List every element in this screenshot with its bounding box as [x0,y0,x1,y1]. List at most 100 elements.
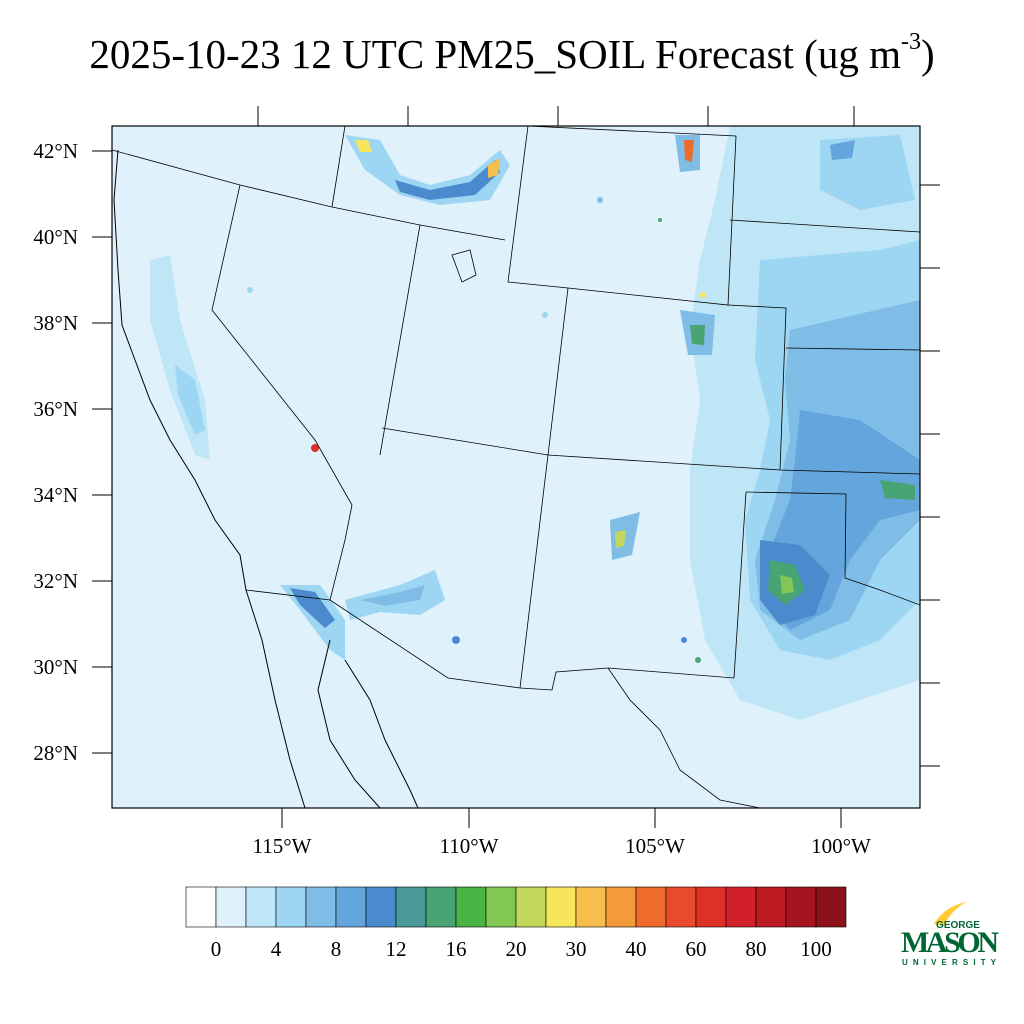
sonoran-corridor [280,585,345,660]
boundary-line [507,126,737,306]
logo-top-text: GEORGE [936,920,980,931]
colorbar-label: 30 [566,937,587,961]
hotspot-dot [681,637,687,643]
colorbar-swatch [185,886,217,928]
title-exponent: -3 [900,29,921,56]
colorbar-label: 16 [446,937,467,961]
boundary-line [519,454,549,689]
wyoming-hot [488,158,500,178]
title-text: 2025-10-23 12 UTC PM25_SOIL Forecast (ug… [89,31,901,77]
lat-label: 34°N [33,483,78,507]
hotspot-dot [542,312,548,318]
central-valley-core [175,365,205,435]
boundary-line [381,427,920,475]
coastline [317,639,381,808]
lon-labels: 115°W 110°W 105°W 100°W [253,834,872,858]
gila-core [360,585,425,606]
boundary-line [729,219,920,233]
colorbar-swatch [635,886,667,928]
colorbar-swatch [665,886,697,928]
lon-label: 110°W [440,834,499,858]
colorbar [185,886,847,928]
sonoran-core [290,588,335,628]
lon-label: 115°W [253,834,312,858]
boundary-line [245,589,521,689]
map-frame [111,125,921,809]
hotspot-dot [247,287,253,293]
colorbar-swatch [755,886,787,928]
colorbar-label: 100 [800,937,832,961]
colorbar-swatch [275,886,307,928]
colorbar-swatch [215,886,247,928]
coastline [113,149,306,808]
logo-bottom-text: UNIVERSITY [902,958,998,967]
boundary-line [211,184,353,506]
ne-plains-core [830,140,855,160]
snake-river-hot [355,140,372,152]
lon-label: 105°W [625,834,685,858]
bottom-ticks [281,808,842,828]
hotspot-dot [452,636,460,644]
colorbar-swatch [335,886,367,928]
lat-label: 30°N [33,655,78,679]
colorbar-label: 4 [271,937,282,961]
snake-river-core [395,160,500,200]
front-range-core [690,325,705,345]
lat-label: 28°N [33,741,78,765]
concentration-field [150,126,920,720]
colorbar-swatch [305,886,337,928]
colorbar-swatch [605,886,637,928]
colorbar-swatch [365,886,397,928]
colorbar-label: 40 [626,937,647,961]
boundary-line [519,491,747,691]
hotspot-dot [700,292,706,298]
plains-hotspot-3 [780,575,794,594]
logo-swoosh [934,902,966,926]
lat-label: 38°N [33,311,78,335]
lon-label: 100°W [811,834,871,858]
colorbar-swatch [245,886,277,928]
map-title: 2025-10-23 12 UTC PM25_SOIL Forecast (ug… [0,29,1024,78]
colorbar-swatch [725,886,757,928]
boundaries [112,126,920,808]
colorbar-swatch [545,886,577,928]
logo-main-text: MASON [901,926,999,959]
panhandle-hot [684,140,694,162]
boundary-line [745,491,920,606]
colorbar-swatch [455,886,487,928]
colorbar-swatch [395,886,427,928]
boundary-line [331,126,346,208]
hotspot-dot [658,218,662,222]
lat-label: 36°N [33,397,78,421]
nm-hotspot-core [615,530,626,548]
lat-labels: 42°N 40°N 38°N 36°N 34°N 32°N 30°N 28°N [33,139,78,765]
title-close: ) [920,31,935,77]
right-ticks [920,184,940,767]
boundary-line [379,224,421,456]
colorbar-swatch [815,886,847,928]
colorbar-label: 0 [211,937,222,961]
colorbar-swatch [575,886,607,928]
colorbar-swatch [695,886,727,928]
hotspot-dot [695,657,701,663]
colorbar-swatch [485,886,517,928]
left-ticks [92,150,112,754]
coastline [344,659,419,808]
gmu-logo: GEORGE MASON UNIVERSITY [901,902,999,967]
lake-outline [451,249,477,283]
colorbar-swatch [515,886,547,928]
plains-hotspot-2 [880,480,915,500]
colorbar-label: 80 [746,937,767,961]
boundary-line [329,504,353,601]
colorbar-label: 20 [506,937,527,961]
colorbar-labels: 0 4 8 12 16 20 30 40 60 80 100 [211,937,832,961]
top-ticks [257,106,855,126]
colorbar-label: 60 [686,937,707,961]
lat-label: 40°N [33,225,78,249]
colorbar-swatch [425,886,457,928]
river-line [607,667,761,808]
hotspot-dot [311,444,319,452]
boundary-line [547,287,569,456]
boundary-line [727,304,787,471]
